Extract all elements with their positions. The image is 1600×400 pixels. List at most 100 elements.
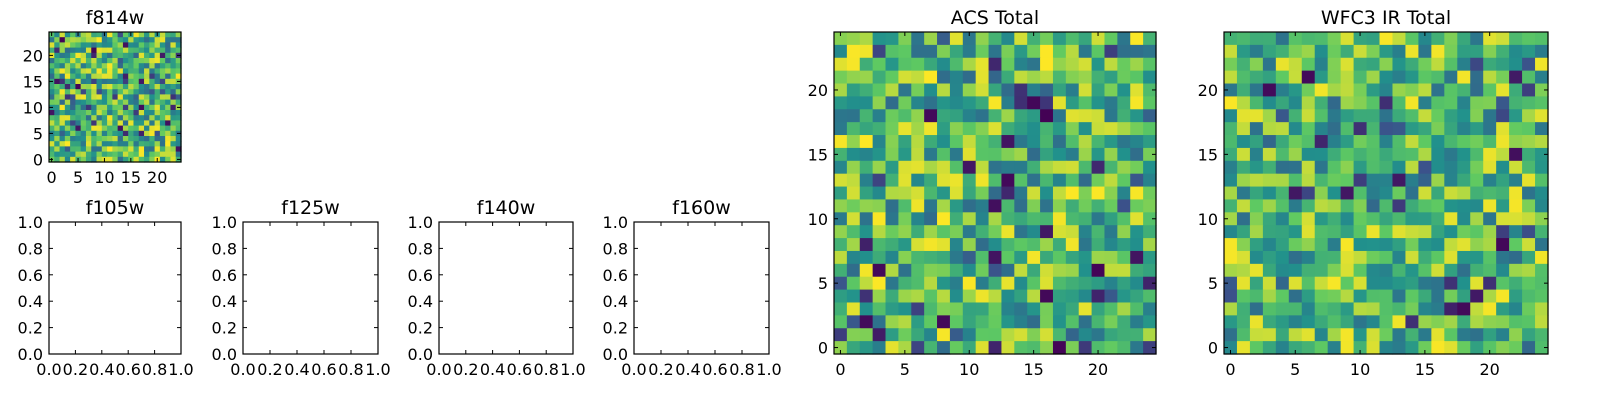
heatmap-cell bbox=[1379, 32, 1394, 46]
heatmap-cell bbox=[144, 47, 150, 54]
heatmap-cell bbox=[1040, 276, 1054, 291]
heatmap-cell bbox=[144, 130, 150, 137]
heatmap-cell bbox=[154, 73, 161, 80]
heatmap-cell bbox=[1314, 70, 1329, 85]
heatmap-cell bbox=[937, 328, 951, 342]
heatmap-cell bbox=[64, 136, 71, 142]
heatmap-cell bbox=[159, 42, 166, 49]
heatmap-cell bbox=[85, 58, 92, 64]
heatmap-cell bbox=[1522, 186, 1536, 201]
heatmap-cell bbox=[1014, 225, 1028, 239]
heatmap-cell bbox=[1301, 212, 1316, 226]
heatmap-cell bbox=[165, 94, 172, 101]
heatmap-cell bbox=[962, 57, 977, 72]
heatmap-cell bbox=[1275, 199, 1290, 213]
heatmap-cell bbox=[1224, 341, 1238, 355]
heatmap-cell bbox=[1340, 238, 1355, 252]
heatmap-cell bbox=[128, 94, 135, 101]
heatmap-cell bbox=[1457, 315, 1471, 329]
heatmap-cell bbox=[924, 44, 938, 59]
heatmap-cell bbox=[149, 37, 156, 43]
heatmap-cell bbox=[1535, 341, 1549, 355]
x-tick-label: 0 bbox=[1225, 360, 1235, 379]
heatmap-cell bbox=[937, 276, 951, 291]
heatmap-cell bbox=[1078, 238, 1093, 252]
heatmap-cell bbox=[1483, 341, 1497, 355]
heatmap-cell bbox=[80, 78, 87, 85]
heatmap-cell bbox=[1027, 225, 1041, 239]
heatmap-cell bbox=[154, 89, 161, 95]
heatmap-cell bbox=[937, 173, 951, 188]
heatmap-cell bbox=[149, 136, 156, 142]
heatmap-cell bbox=[846, 289, 861, 304]
heatmap-cell bbox=[159, 32, 166, 38]
heatmap-cell bbox=[1117, 341, 1131, 355]
heatmap-cell bbox=[170, 156, 177, 163]
heatmap-cells bbox=[834, 32, 1157, 355]
heatmap-cell bbox=[1353, 276, 1368, 291]
heatmap-cell bbox=[1457, 186, 1471, 201]
heatmap-cell bbox=[846, 263, 861, 278]
heatmap-cell bbox=[834, 225, 848, 239]
heatmap-cell bbox=[112, 141, 119, 147]
heatmap-cell bbox=[1470, 276, 1484, 291]
heatmap-cell bbox=[1392, 32, 1407, 46]
y-tick-label: 0.4 bbox=[408, 292, 433, 311]
heatmap-cell bbox=[1379, 96, 1394, 110]
heatmap-cell bbox=[885, 70, 899, 85]
heatmap-cell bbox=[175, 32, 182, 38]
heatmap-cell bbox=[175, 84, 182, 90]
heatmap-cell bbox=[149, 73, 156, 80]
heatmap-cell bbox=[1340, 173, 1355, 188]
heatmap-cell bbox=[1431, 263, 1445, 278]
heatmap-cell bbox=[988, 341, 1003, 355]
heatmap-cell bbox=[165, 58, 172, 64]
heatmap-cell bbox=[846, 147, 861, 162]
heatmap-cell bbox=[1040, 44, 1054, 59]
heatmap-cell bbox=[85, 151, 92, 158]
heatmap-cell bbox=[1327, 70, 1342, 85]
heatmap-cell bbox=[175, 125, 182, 132]
heatmap-cell bbox=[1143, 44, 1157, 59]
heatmap-cell bbox=[54, 156, 61, 163]
heatmap-cell bbox=[1353, 238, 1368, 252]
heatmap-cell bbox=[1065, 32, 1080, 46]
heatmap-cell bbox=[1288, 122, 1303, 136]
heatmap-cell bbox=[64, 37, 71, 43]
heatmap-cell bbox=[49, 99, 55, 106]
heatmap-cell bbox=[96, 141, 103, 147]
heatmap-cell bbox=[107, 73, 113, 80]
heatmap-cell bbox=[872, 122, 887, 136]
heatmap-cell bbox=[834, 147, 848, 162]
heatmap-cell bbox=[117, 47, 124, 54]
heatmap-cell bbox=[1052, 57, 1067, 72]
heatmap-cell bbox=[1301, 147, 1316, 162]
heatmap-cell bbox=[154, 52, 161, 59]
heatmap-cell bbox=[1509, 289, 1523, 304]
heatmap-cell bbox=[1224, 238, 1238, 252]
heatmap-cell bbox=[144, 110, 150, 116]
heatmap-cell bbox=[1143, 263, 1157, 278]
heatmap-cell bbox=[91, 32, 98, 38]
heatmap-cell bbox=[1117, 135, 1131, 149]
heatmap-cell bbox=[1301, 250, 1316, 265]
heatmap-cell bbox=[949, 328, 964, 342]
heatmap-cell bbox=[1327, 109, 1342, 123]
heatmap-cell bbox=[975, 315, 990, 329]
heatmap-cell bbox=[170, 84, 177, 90]
heatmap-cell bbox=[117, 89, 124, 95]
heatmap-cell bbox=[1001, 238, 1015, 252]
heatmap-cell bbox=[911, 147, 925, 162]
heatmap-cell bbox=[1104, 109, 1118, 123]
heatmap-cell bbox=[1143, 341, 1157, 355]
heatmap-cell bbox=[1262, 135, 1277, 149]
heatmap-cell bbox=[1275, 315, 1290, 329]
x-tick-label: 0.8 bbox=[142, 360, 167, 379]
heatmap-cell bbox=[1027, 289, 1041, 304]
heatmap-cell bbox=[1301, 44, 1316, 59]
heatmap-cell bbox=[937, 109, 951, 123]
heatmap-cell bbox=[1509, 173, 1523, 188]
heatmap-cell bbox=[159, 78, 166, 85]
